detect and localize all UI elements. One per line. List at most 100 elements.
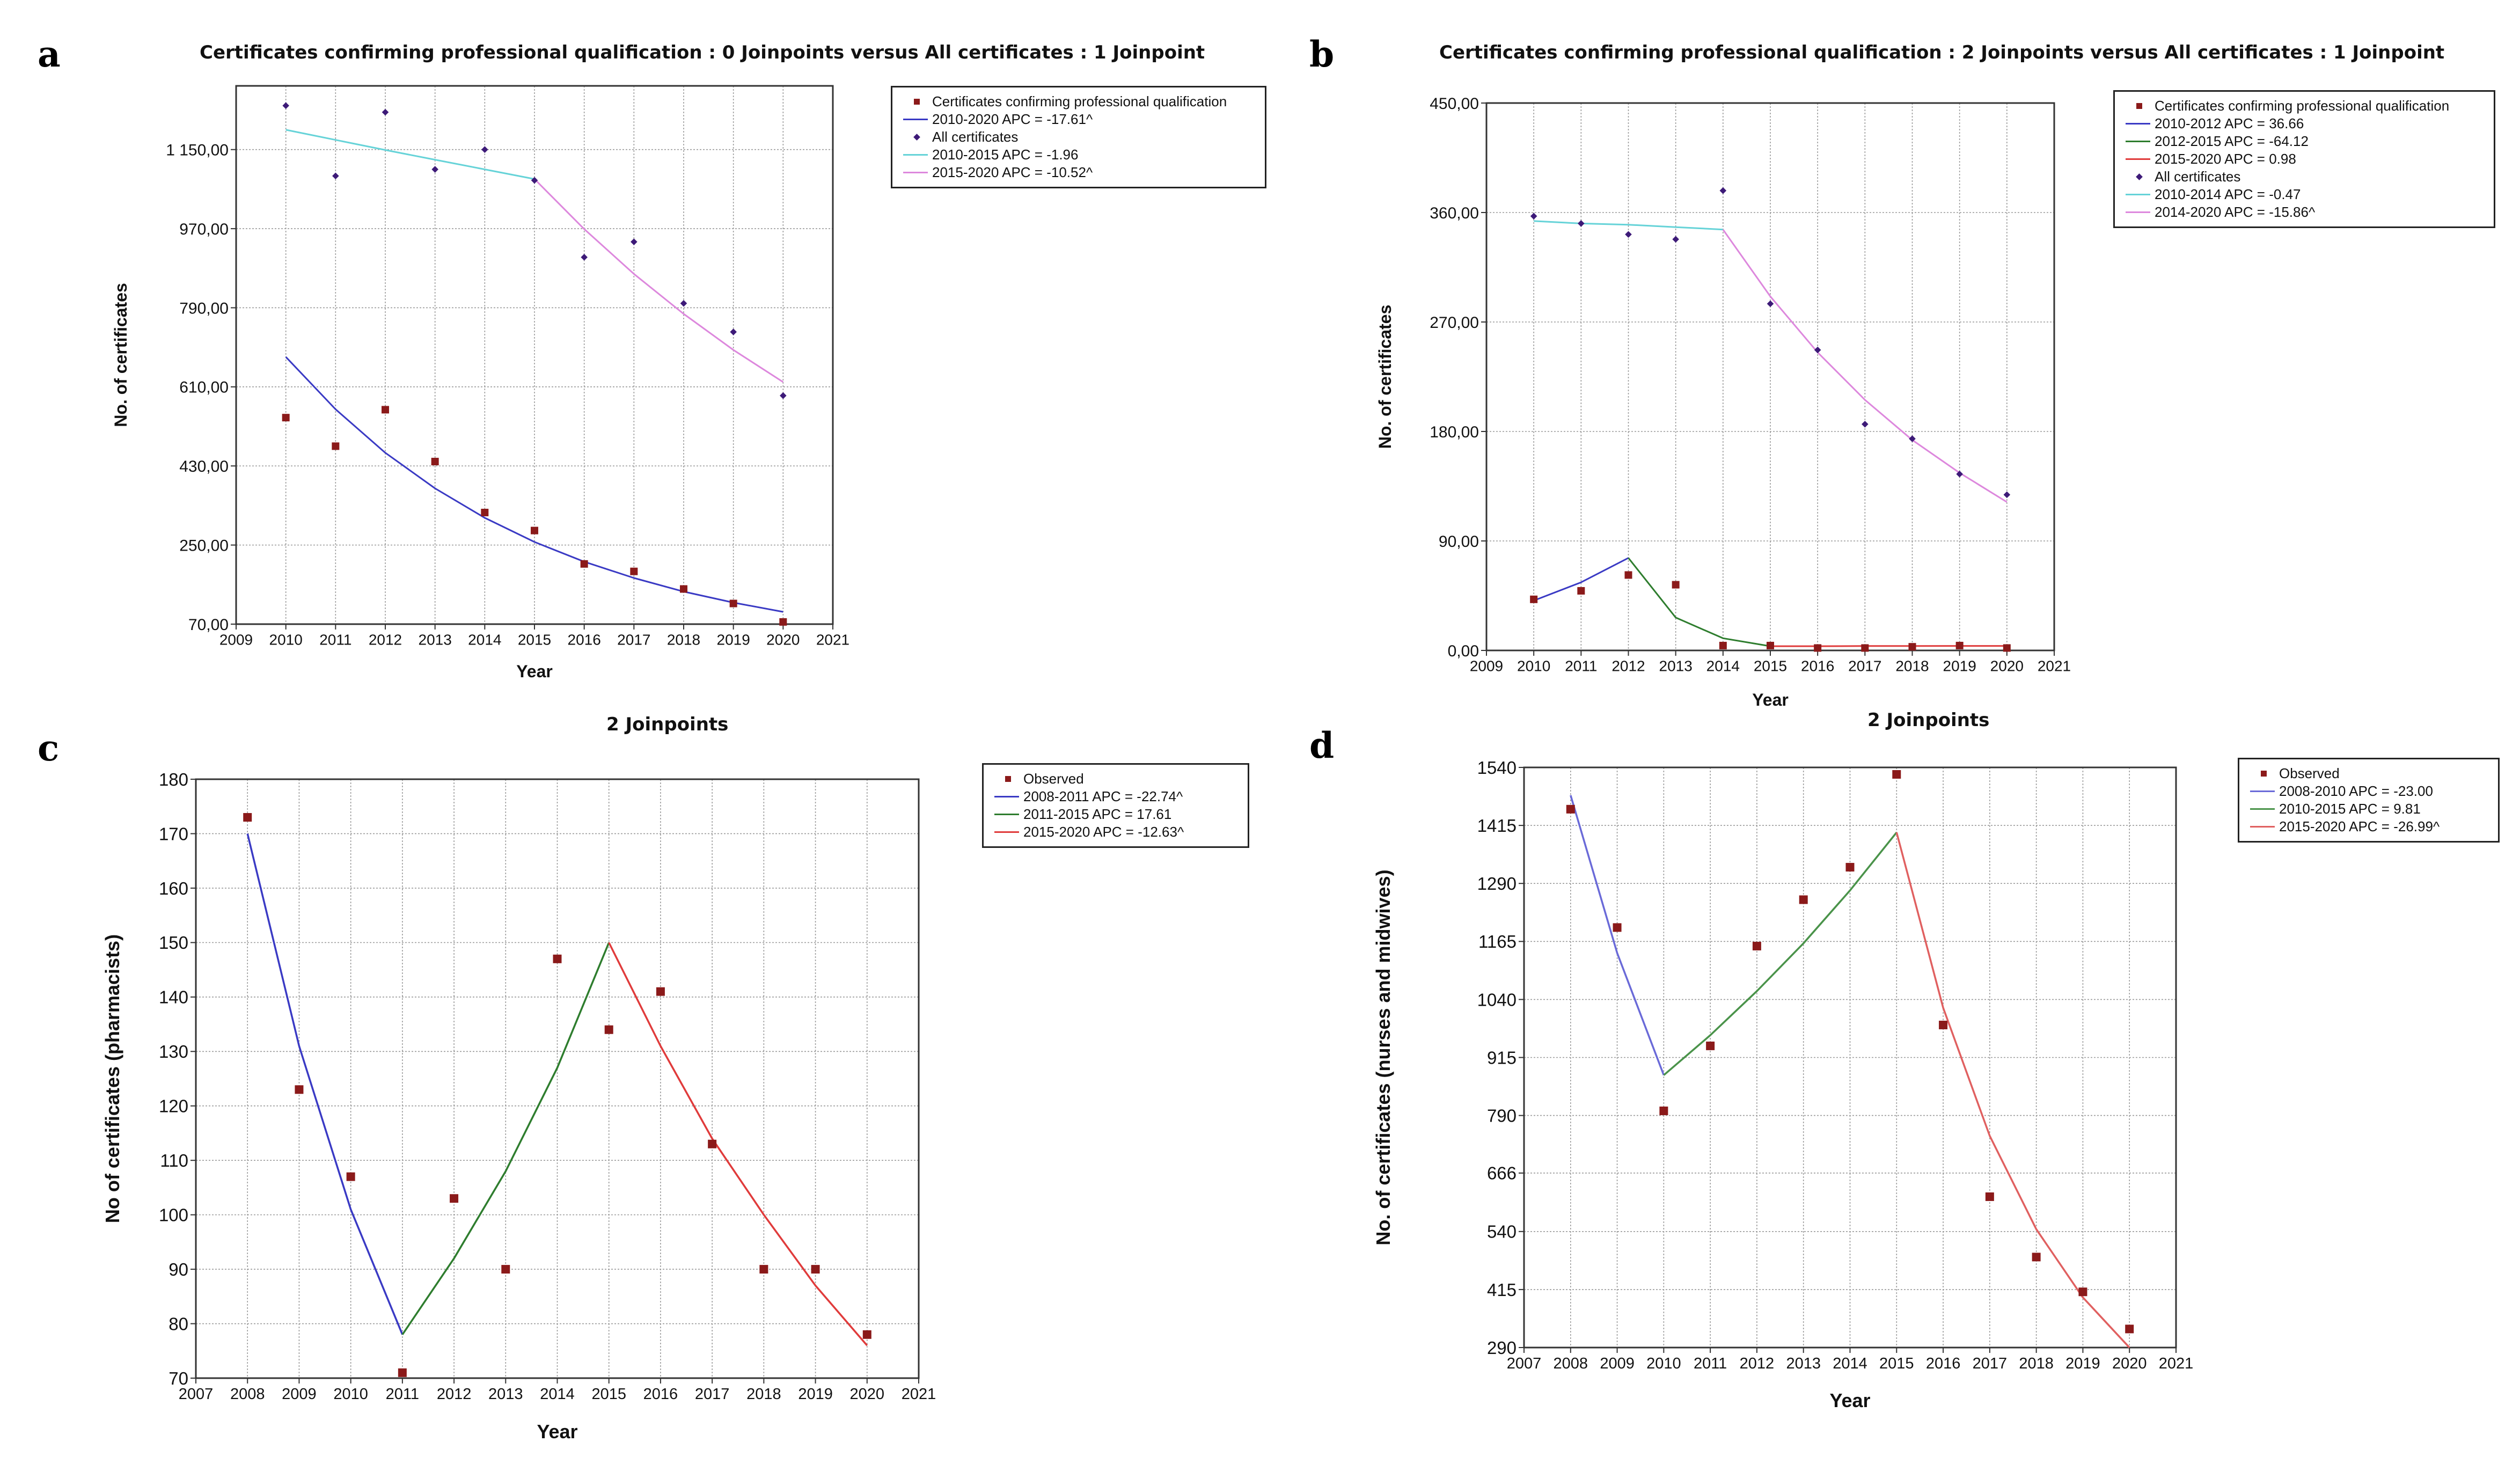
y-tick-label: 70,00 — [188, 616, 229, 634]
y-tick-label: 790,00 — [179, 299, 229, 317]
legend-entry: 2015-2020 APC = -26.99^ — [2247, 818, 2490, 836]
x-tick-label: 2020 — [850, 1386, 885, 1403]
y-tick-label: 250,00 — [179, 537, 229, 554]
fit-line — [1895, 832, 2130, 1349]
data-point — [1719, 641, 1727, 649]
x-tick-label: 2020 — [766, 631, 800, 648]
x-tick-label: 2021 — [2038, 657, 2071, 674]
legend-marker-swatch — [2122, 97, 2155, 115]
x-tick-label: 2013 — [488, 1386, 523, 1403]
chart-c-title: 2 Joinpoints — [606, 714, 729, 735]
data-point — [332, 172, 339, 180]
chart-d-title: 2 Joinpoints — [1867, 709, 1990, 731]
x-tick-label: 2012 — [1740, 1355, 1775, 1372]
panel-letter-d: d — [1309, 724, 1335, 766]
x-tick-label: 2012 — [437, 1386, 472, 1403]
legend-label: 2010-2015 APC = 9.81 — [2279, 801, 2421, 817]
y-tick-label: 540 — [1487, 1222, 1517, 1242]
legend-entry: 2008-2011 APC = -22.74^ — [991, 788, 1240, 806]
data-point — [2125, 1324, 2134, 1334]
x-tick-label: 2021 — [816, 631, 849, 648]
panel-d: d 2 Joinpoints 290 415 540 666 790 915 1040 116… — [1260, 698, 2520, 1464]
x-tick-label: 2010 — [1646, 1355, 1681, 1372]
data-point — [1530, 595, 1538, 603]
y-tick-label: 450,00 — [1430, 95, 1479, 113]
legend-label: Certificates confirming professional qua… — [2155, 98, 2450, 114]
data-point — [656, 987, 665, 996]
x-tick-label: 2019 — [717, 631, 750, 648]
fit-line — [608, 942, 868, 1346]
y-tick-label: 170 — [159, 824, 188, 844]
data-point — [1814, 644, 1822, 652]
panel-letter-c: c — [38, 727, 60, 769]
data-point — [1767, 641, 1774, 649]
data-point — [282, 414, 290, 422]
y-tick-label: 610,00 — [179, 379, 229, 397]
legend-line-swatch — [991, 806, 1023, 823]
x-axis-label: Year — [1752, 690, 1789, 709]
y-tick-label: 0,00 — [1448, 642, 1479, 660]
panel-letter-a: a — [38, 33, 61, 75]
x-tick-label: 2011 — [386, 1386, 419, 1403]
plot-frame — [1485, 102, 2055, 652]
legend-line-swatch — [2247, 782, 2279, 800]
y-tick-label: 70 — [169, 1368, 188, 1388]
x-tick-label: 2009 — [219, 631, 253, 648]
y-tick-label: 270,00 — [1430, 314, 1479, 332]
chart-b-legend: Certificates confirming professional qua… — [2113, 90, 2495, 228]
x-tick-label: 2009 — [1600, 1355, 1635, 1372]
x-tick-label: 2018 — [1895, 657, 1929, 674]
x-tick-label: 2016 — [643, 1386, 678, 1403]
x-tick-label: 2019 — [1943, 657, 1976, 674]
legend-marker-swatch — [2247, 765, 2279, 782]
legend-line-swatch — [991, 823, 1023, 841]
x-axis-label: Year — [516, 662, 553, 681]
y-tick-label: 90 — [169, 1260, 188, 1279]
panel-b: b Certificates confirming professional q… — [1260, 0, 2520, 719]
data-point — [2003, 644, 2011, 652]
data-point — [382, 406, 389, 414]
data-point — [332, 442, 340, 450]
data-point — [481, 509, 489, 517]
x-tick-label: 2011 — [1565, 657, 1597, 674]
y-tick-label: 120 — [159, 1096, 188, 1116]
data-point — [531, 177, 538, 184]
x-tick-label: 2018 — [667, 631, 700, 648]
legend-line-swatch — [900, 146, 932, 164]
x-tick-label: 2012 — [369, 631, 402, 648]
plot-frame — [195, 778, 920, 1379]
y-tick-label: 415 — [1487, 1280, 1517, 1300]
legend-entry: 2010-2015 APC = 9.81 — [2247, 800, 2490, 818]
x-tick-label: 2016 — [1926, 1355, 1961, 1372]
legend-entry: Certificates confirming professional qua… — [2122, 97, 2486, 115]
y-tick-label: 180 — [159, 770, 188, 789]
legend-label: 2015-2020 APC = -10.52^ — [932, 164, 1093, 180]
x-tick-label: 2018 — [2019, 1355, 2054, 1372]
legend-entry: 2010-2015 APC = -1.96 — [900, 146, 1257, 164]
x-tick-label: 2021 — [902, 1386, 936, 1403]
chart-b: 0,00 90,00 180,00 270,00 360,00 450,00 2009 201… — [1375, 95, 2071, 709]
legend-label: 2010-2020 APC = -17.61^ — [932, 111, 1093, 127]
legend-label: Observed — [1023, 771, 1084, 787]
fit-line — [1534, 220, 1723, 231]
x-tick-label: 2016 — [568, 631, 601, 648]
x-tick-label: 2010 — [333, 1386, 368, 1403]
legend-entry: 2014-2020 APC = -15.86^ — [2122, 203, 2486, 221]
data-point — [450, 1194, 459, 1203]
legend-label: 2008-2010 APC = -23.00 — [2279, 783, 2433, 799]
x-tick-label: 2017 — [617, 631, 650, 648]
legend-line-swatch — [2247, 818, 2279, 836]
legend-line-swatch — [2122, 115, 2155, 133]
fit-line — [1533, 557, 1629, 602]
x-tick-label: 2008 — [230, 1386, 265, 1403]
y-tick-label: 1 150,00 — [166, 142, 229, 159]
legend-entry: Certificates confirming professional qua… — [900, 93, 1257, 111]
legend-marker-swatch — [2122, 168, 2155, 186]
x-tick-label: 2019 — [2065, 1355, 2100, 1372]
legend-label: 2011-2015 APC = 17.61 — [1023, 806, 1172, 822]
legend-label: 2015-2020 APC = 0.98 — [2155, 151, 2296, 167]
legend-entry: All certificates — [900, 128, 1257, 146]
fit-line — [285, 129, 535, 180]
x-tick-label: 2007 — [179, 1386, 214, 1403]
chart-a-legend: Certificates confirming professional qua… — [891, 86, 1266, 188]
